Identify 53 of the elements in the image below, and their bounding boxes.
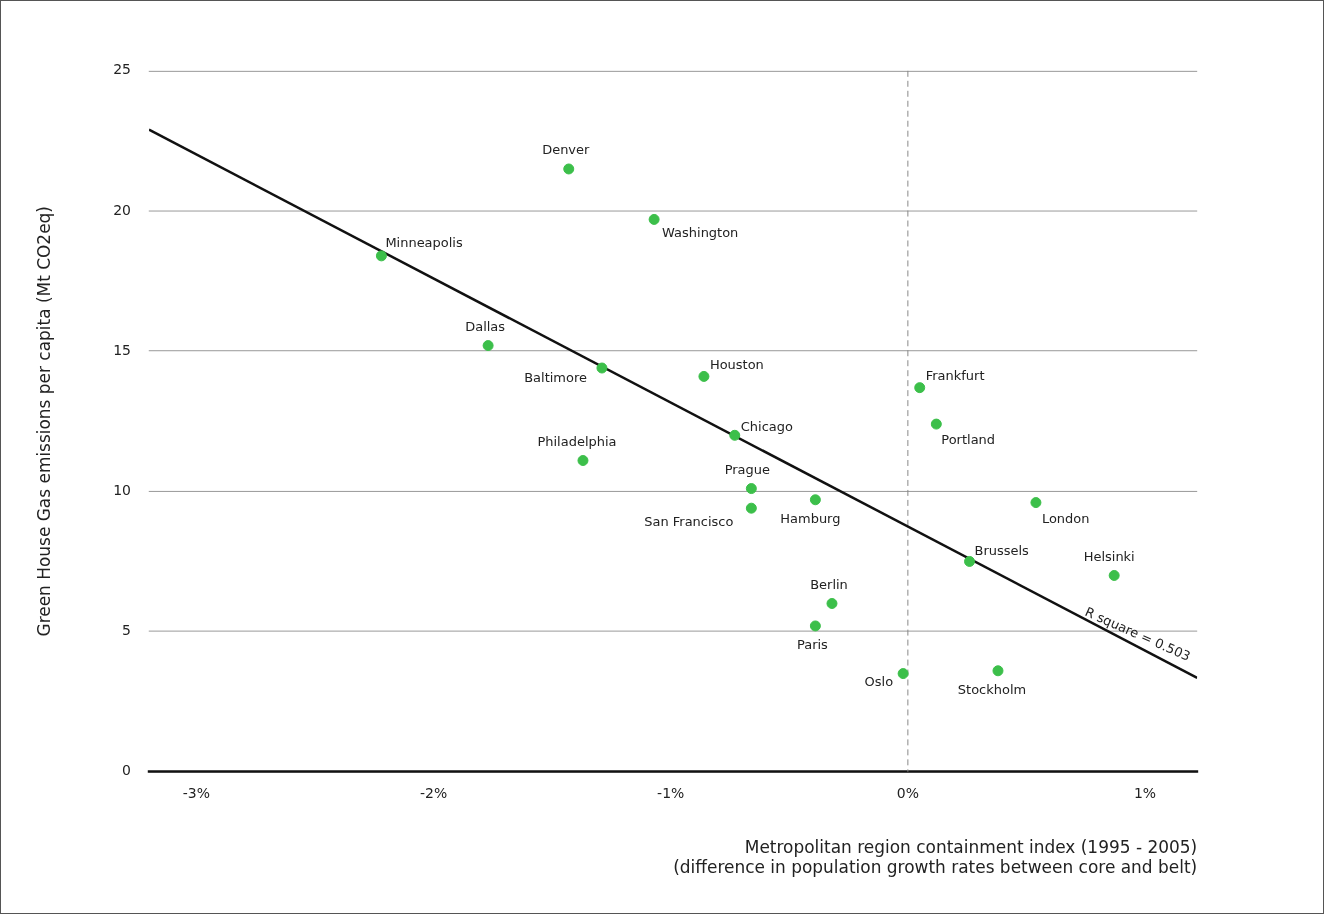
y-axis-title: Green House Gas emissions per capita (Mt CO2eq) xyxy=(33,206,54,637)
annotation: Denver xyxy=(542,142,591,158)
annotation: Prague xyxy=(724,461,771,477)
x-tick-label: 1% xyxy=(1133,784,1157,801)
annotation: Oslo xyxy=(864,673,894,689)
point xyxy=(698,370,710,382)
y-tick-label: 15 xyxy=(113,341,132,358)
point xyxy=(577,455,589,467)
y-tick-label: 5 xyxy=(122,622,132,639)
point xyxy=(596,362,608,374)
point xyxy=(1030,497,1042,509)
y-tick-label: 20 xyxy=(113,201,132,218)
annotation: Washington xyxy=(662,224,739,240)
point xyxy=(1108,569,1120,581)
point xyxy=(375,250,387,262)
y-tick-label: 0 xyxy=(122,762,132,779)
annotation: Berlin xyxy=(810,576,848,592)
point xyxy=(930,418,942,430)
annotation: Helsinki xyxy=(1083,548,1135,564)
annotation: Portland xyxy=(941,432,996,448)
point xyxy=(964,555,976,567)
annotation: Brussels xyxy=(974,542,1030,558)
annotation: Minneapolis xyxy=(385,235,463,251)
annotation: Baltimore xyxy=(524,370,587,386)
point xyxy=(897,668,909,680)
annotation: Houston xyxy=(709,356,764,372)
x-tick-label: -3% xyxy=(182,784,211,801)
annotation: Dallas xyxy=(465,319,506,334)
point xyxy=(648,213,660,225)
annotation: Paris xyxy=(796,637,829,653)
point xyxy=(563,163,575,175)
point xyxy=(809,620,821,632)
point xyxy=(482,340,494,352)
point xyxy=(729,429,741,441)
x-tick-label: 0% xyxy=(896,784,919,801)
annotation: San Francisco xyxy=(644,513,734,529)
x-axis-title: Metropolitan region containment index (1995 - 2005) (difference in population growth rates between core and belt) xyxy=(673,836,1198,878)
annotation: London xyxy=(1041,510,1090,526)
y-tick-label: 25 xyxy=(113,61,132,78)
annotation: Chicago xyxy=(740,418,793,434)
point xyxy=(914,382,926,394)
annotation: Frankfurt xyxy=(925,368,985,384)
annotation: Stockholm xyxy=(957,682,1027,698)
x-tick-label: -1% xyxy=(657,784,685,801)
annotation: Hamburg xyxy=(780,511,841,527)
point xyxy=(826,598,838,609)
point xyxy=(745,483,757,495)
annotation: Philadelphia xyxy=(537,433,617,449)
point xyxy=(992,665,1004,677)
x-tick-label: -2% xyxy=(419,784,448,801)
point xyxy=(745,502,757,514)
y-tick-label: 10 xyxy=(113,482,132,498)
point xyxy=(809,494,821,506)
